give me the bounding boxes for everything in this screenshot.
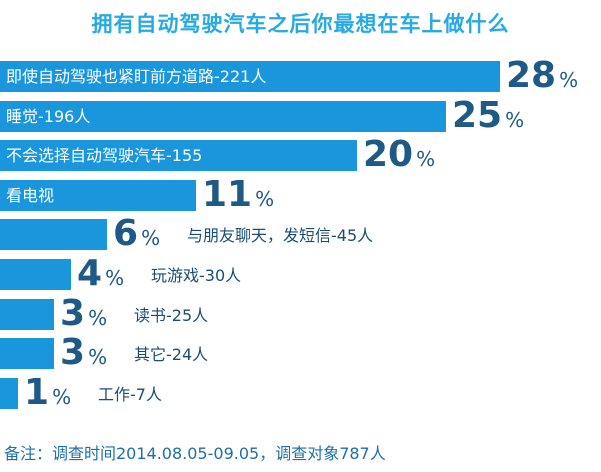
category-label: 玩游戏-30人 (151, 266, 242, 285)
category-label: 即使自动驾驶也紧盯前方道路-221人 (6, 67, 267, 86)
category-label: 与朋友聊天，发短信-45人 (187, 226, 374, 246)
data-label: 4% (77, 253, 125, 294)
data-label: 11% (202, 173, 275, 215)
bar (0, 140, 357, 172)
bar (0, 61, 500, 92)
bar (0, 298, 54, 330)
bar (0, 219, 107, 251)
data-label: 28% (506, 55, 579, 96)
data-label: 25% (452, 94, 525, 136)
category-label: 读书-25人 (134, 305, 209, 325)
chart-title: 拥有自动驾驶汽车之后你最想在车上做什么 (91, 12, 510, 36)
data-label: 20% (363, 134, 436, 176)
category-label: 工作-7人 (98, 384, 162, 404)
bar (0, 259, 71, 290)
data-label: 3% (60, 292, 108, 334)
category-label: 睡觉-196人 (6, 106, 91, 126)
category-label: 看电视 (6, 185, 55, 205)
data-label: 3% (60, 332, 108, 374)
footnote: 备注：调查时间2014.08.05-09.05，调查对象787人 (4, 444, 386, 463)
data-label: 1% (24, 371, 72, 413)
bar (0, 338, 54, 370)
category-label: 其它-24人 (134, 345, 209, 365)
data-label: 6% (113, 213, 161, 255)
bar (0, 377, 18, 409)
bar (0, 100, 446, 132)
bar (0, 179, 196, 211)
category-label: 不会选择自动驾驶汽车-155 (6, 146, 203, 166)
